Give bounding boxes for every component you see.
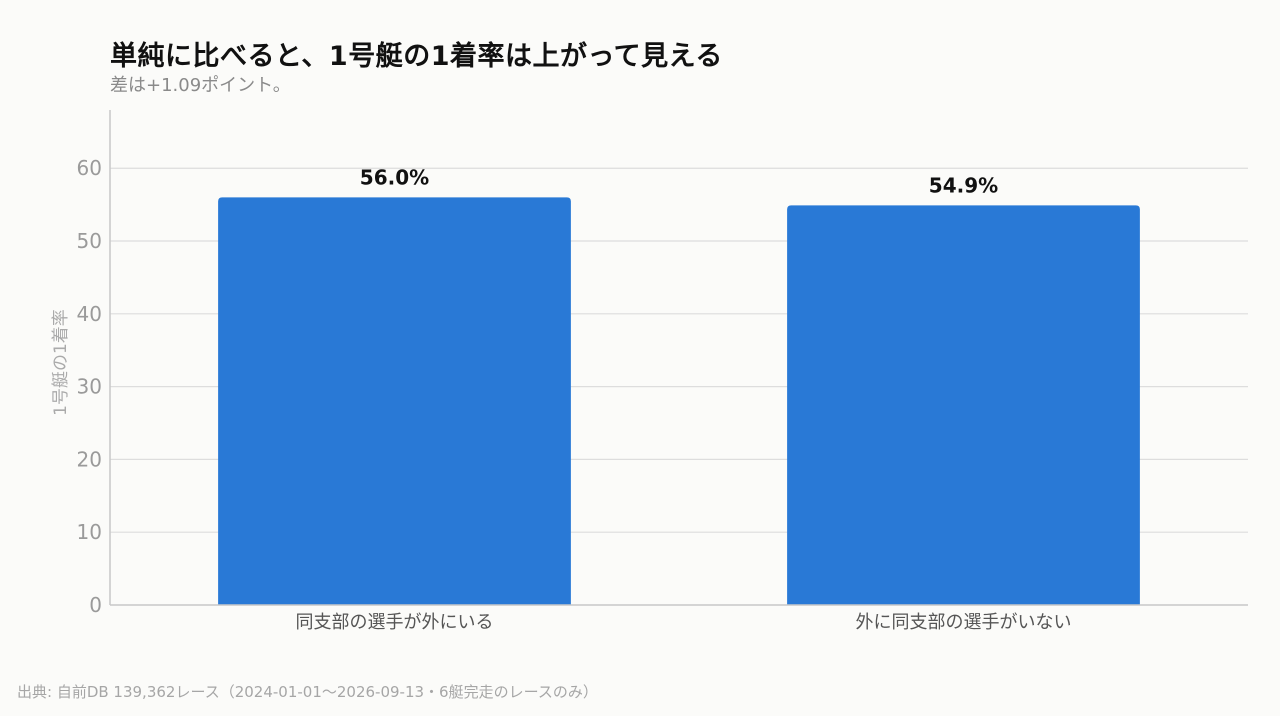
chart-subtitle: 差は+1.09ポイント。 [110, 75, 291, 96]
chart-title: 単純に比べると、1号艇の1着率は上がって見える [110, 41, 723, 72]
y-tick-label: 60 [77, 156, 102, 180]
y-tick-label: 40 [77, 302, 102, 326]
y-tick-label: 0 [89, 593, 102, 617]
x-tick-label: 同支部の選手が外にいる [296, 612, 494, 633]
y-tick-label: 30 [77, 375, 102, 399]
y-tick-label: 50 [77, 229, 102, 253]
y-tick-label: 20 [77, 447, 102, 471]
data-label: 56.0% [360, 165, 429, 189]
bar [218, 197, 571, 605]
y-tick-label: 10 [77, 520, 102, 544]
labels: 0 10 20 30 40 50 60 56.0% 同支部の選手が外にいる 54.9% 外に同支部の… [77, 156, 1072, 633]
bar [787, 205, 1140, 605]
bars [218, 197, 1140, 605]
source-note: 出典: 自前DB 139,362レース（2024-01-01〜2026-09-1… [17, 683, 598, 701]
x-tick-label: 外に同支部の選手がいない [856, 612, 1072, 633]
y-axis-title: 1号艇の1着率 [51, 309, 71, 416]
data-label: 54.9% [929, 173, 998, 197]
